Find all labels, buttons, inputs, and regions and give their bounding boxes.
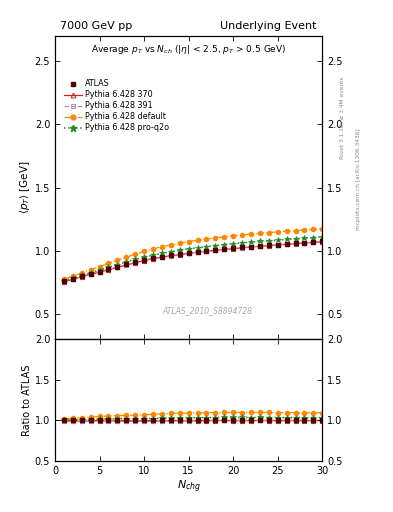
Y-axis label: $\langle p_T \rangle$ [GeV]: $\langle p_T \rangle$ [GeV] — [18, 161, 32, 215]
Text: mcplots.cern.ch [arXiv:1306.3436]: mcplots.cern.ch [arXiv:1306.3436] — [356, 129, 361, 230]
Text: Underlying Event: Underlying Event — [220, 22, 317, 31]
Text: ATLAS_2010_S8894728: ATLAS_2010_S8894728 — [162, 306, 252, 315]
Text: Rivet 3.1.10, ≥ 3.4M events: Rivet 3.1.10, ≥ 3.4M events — [340, 76, 345, 159]
Legend: ATLAS, Pythia 6.428 370, Pythia 6.428 391, Pythia 6.428 default, Pythia 6.428 pr: ATLAS, Pythia 6.428 370, Pythia 6.428 39… — [64, 79, 169, 133]
Text: 7000 GeV pp: 7000 GeV pp — [61, 22, 132, 31]
Y-axis label: Ratio to ATLAS: Ratio to ATLAS — [22, 365, 32, 436]
X-axis label: $N_{chg}$: $N_{chg}$ — [176, 478, 201, 495]
Text: Average $p_T$ vs $N_{ch}$ ($|\eta|$ < 2.5, $p_T$ > 0.5 GeV): Average $p_T$ vs $N_{ch}$ ($|\eta|$ < 2.… — [91, 44, 286, 56]
